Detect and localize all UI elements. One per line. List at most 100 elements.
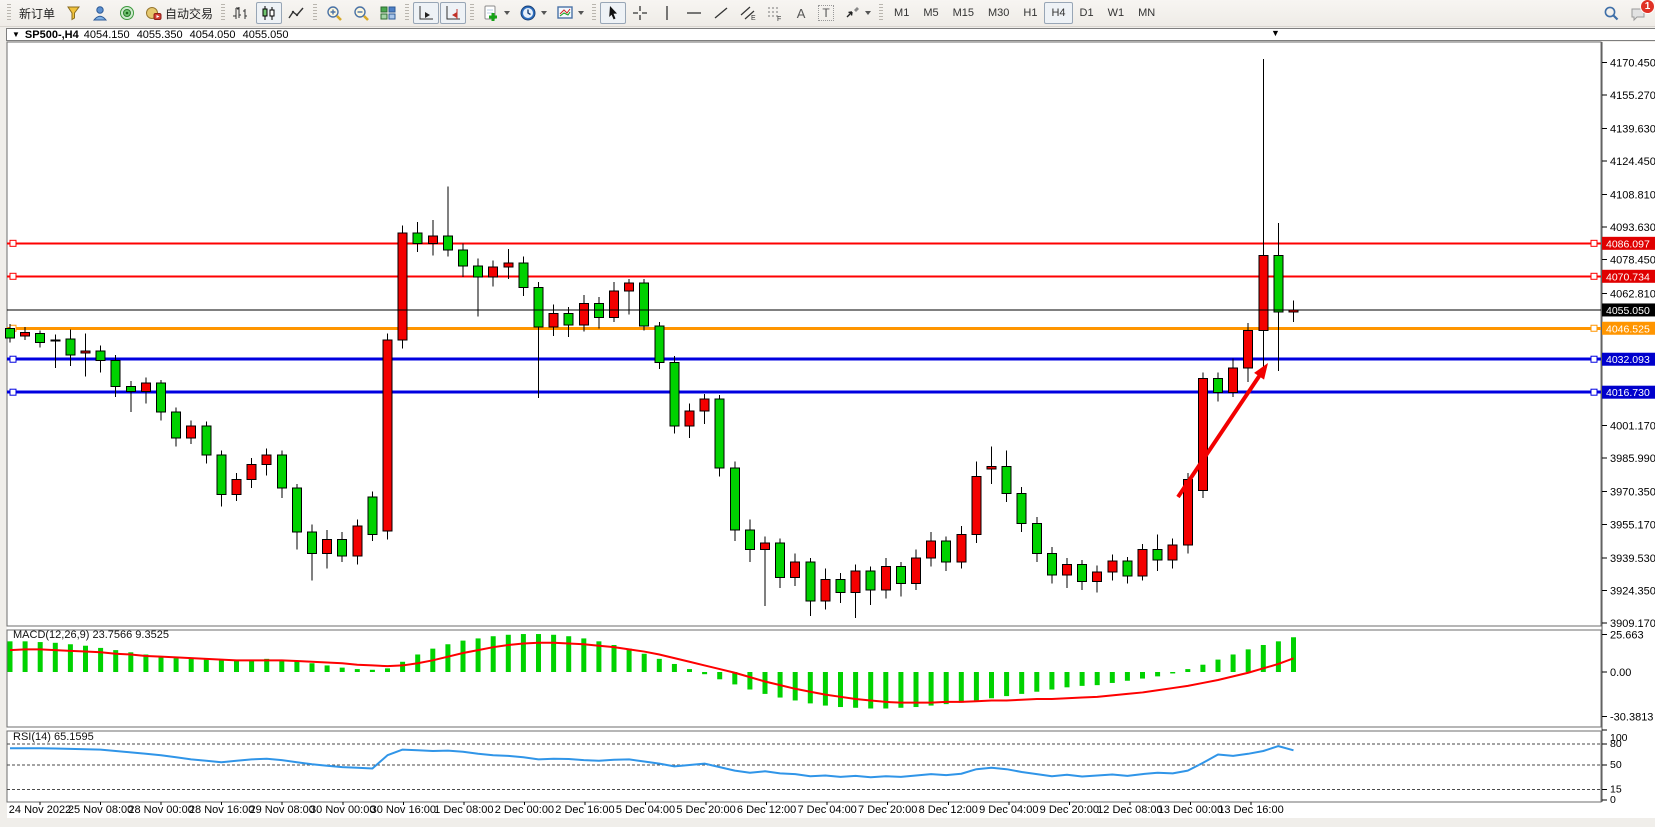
equidistant-channel-tool-button[interactable]: E — [735, 2, 761, 24]
timeframe-button-M30[interactable]: M30 — [988, 7, 1010, 19]
candle — [412, 232, 423, 245]
auto-scroll-icon — [417, 4, 435, 22]
vertical-line-tool-button[interactable] — [654, 2, 680, 24]
trendline-tool-button[interactable] — [708, 2, 734, 24]
timeframe-button-M5[interactable]: M5 — [923, 7, 939, 19]
macd-histogram-bar — [989, 672, 994, 699]
candle — [201, 425, 212, 456]
candle — [156, 382, 166, 413]
tile-windows-button[interactable] — [375, 2, 401, 24]
chart-shift-icon — [444, 4, 462, 22]
toolbar-grip[interactable] — [221, 4, 226, 22]
macd-panel — [6, 629, 1602, 728]
channel-icon: E — [739, 4, 757, 22]
text-tool-button[interactable]: A — [789, 2, 813, 24]
toolbar-grip[interactable] — [879, 4, 884, 22]
toolbar-grip[interactable] — [592, 4, 597, 22]
label-tool-icon: T — [818, 5, 834, 21]
macd-histogram-bar — [581, 638, 587, 672]
clock-icon — [519, 4, 537, 22]
arrows-tool-button[interactable] — [839, 2, 875, 24]
candle — [171, 411, 182, 439]
timeframe-button-M1[interactable]: M1 — [894, 7, 910, 19]
macd-signal-line — [9, 641, 1294, 704]
time-tick-label: 24 Nov 2022 — [9, 804, 71, 816]
profile-button[interactable] — [87, 2, 113, 24]
auto-scroll-button[interactable] — [413, 2, 440, 24]
candle — [926, 540, 937, 559]
candlestick-chart-type-button[interactable] — [256, 2, 283, 24]
candle — [533, 287, 544, 328]
timeframe-button-H4[interactable]: H4 — [1044, 2, 1073, 24]
price-tick-label: 3985.990 — [1610, 453, 1655, 465]
macd-histogram-bar — [173, 658, 179, 672]
macd-histogram-bar — [913, 672, 919, 708]
macd-histogram-bar — [1140, 672, 1145, 679]
current-price-badge — [1602, 303, 1655, 317]
candle — [835, 578, 846, 593]
timeframe-button-D1[interactable]: D1 — [1079, 7, 1094, 19]
line-chart-type-button[interactable] — [283, 2, 309, 24]
candle — [880, 566, 891, 591]
candle — [593, 303, 604, 319]
market-watch-button[interactable] — [60, 2, 86, 24]
fibonacci-tool-button[interactable]: F — [762, 2, 788, 24]
toolbar-grip[interactable] — [405, 4, 410, 22]
trend-arrow-annotation[interactable] — [1176, 371, 1263, 499]
timeframe-button-W1[interactable]: W1 — [1107, 7, 1125, 19]
signal-button[interactable] — [114, 2, 140, 24]
arrows-icon — [843, 4, 861, 22]
crosshair-tool-button[interactable] — [627, 2, 653, 24]
chart-shift-button[interactable] — [440, 2, 467, 24]
candle — [397, 232, 408, 341]
bar-chart-type-button[interactable] — [229, 2, 255, 24]
level-badge-4016.730 — [1602, 385, 1655, 399]
horizontal-line-tool-button[interactable] — [681, 2, 707, 24]
search-button[interactable] — [1598, 2, 1624, 24]
macd-histogram-bar — [687, 669, 692, 672]
new-order-button[interactable]: 新订单 — [15, 2, 59, 24]
time-tick-label: 2 Dec 00:00 — [495, 804, 554, 816]
tile-windows-icon — [379, 4, 397, 22]
auto-trading-button[interactable]: 自动交易 — [141, 2, 217, 24]
timeframe-group: M1 M5 M15 M30 H1 H4 D1 W1 MN — [887, 2, 1162, 24]
toolbar-grip[interactable] — [470, 4, 475, 22]
zoom-in-button[interactable] — [321, 2, 347, 24]
macd-histogram-bar — [762, 672, 768, 694]
chart-corner-triangle-icon[interactable]: ▼ — [1271, 28, 1280, 38]
candle — [699, 398, 710, 412]
funnel-icon — [64, 4, 82, 22]
timeframe-button-M15[interactable]: M15 — [952, 7, 974, 19]
candle — [261, 454, 272, 466]
timeframe-button-H1[interactable]: H1 — [1023, 7, 1038, 19]
candle — [231, 479, 242, 496]
candle — [971, 475, 982, 535]
candle — [246, 464, 257, 481]
chart-ohlc-readout: 4054.150 4055.350 4054.050 4055.050 — [84, 29, 293, 41]
fibonacci-icon: F — [766, 4, 784, 22]
candlestick-icon — [260, 4, 278, 22]
candle — [865, 570, 876, 591]
cursor-tool-button[interactable] — [600, 2, 627, 24]
macd-histogram-bar — [1155, 672, 1161, 677]
rsi-tick-label: 50 — [1610, 759, 1622, 771]
toolbar-grip[interactable] — [313, 4, 318, 22]
text-label-tool-button[interactable]: T — [814, 2, 838, 24]
level-line-handle — [9, 272, 17, 280]
toolbar-grip[interactable] — [7, 4, 11, 22]
period-button[interactable] — [515, 2, 551, 24]
price-tick-label: 4062.810 — [1610, 288, 1655, 300]
rsi-tick-label: 0 — [1610, 794, 1616, 806]
candle — [729, 467, 740, 531]
chart-collapse-triangle-icon[interactable]: ▼ — [12, 29, 20, 39]
candle — [654, 325, 665, 364]
macd-histogram-bar — [641, 653, 647, 672]
timeframe-button-MN[interactable]: MN — [1138, 7, 1156, 19]
indicators-button[interactable] — [478, 2, 514, 24]
templates-button[interactable] — [552, 2, 588, 24]
macd-histogram-bar — [264, 658, 270, 672]
zoom-out-button[interactable] — [348, 2, 374, 24]
candle — [1062, 563, 1072, 576]
candle — [1167, 544, 1178, 561]
